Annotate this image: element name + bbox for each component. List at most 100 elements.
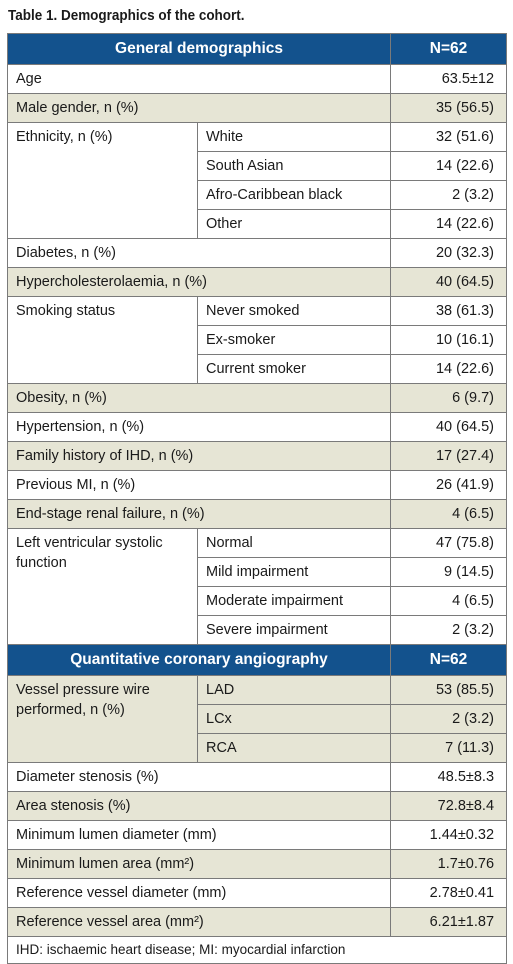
row-value: 47 (75.8) (390, 528, 508, 558)
row-value: 17 (27.4) (390, 441, 508, 471)
row-value: 35 (56.5) (390, 93, 508, 123)
sub-label: Normal (196, 528, 392, 558)
sub-label: Other (196, 209, 392, 239)
table-row: Hypercholesterolaemia, n (%) 40 (64.5) (6, 267, 508, 297)
row-value: 40 (64.5) (390, 267, 508, 297)
table-row: Diameter stenosis (%) 48.5±8.3 (6, 762, 508, 792)
table-row: Area stenosis (%) 72.8±8.4 (6, 791, 508, 821)
row-value: 2 (3.2) (390, 180, 508, 210)
table-row: Minimum lumen diameter (mm) 1.44±0.32 (6, 820, 508, 850)
section-n: N=62 (390, 644, 508, 676)
row-label: Minimum lumen diameter (mm) (6, 820, 392, 850)
table-row: Reference vessel diameter (mm) 2.78±0.41 (6, 878, 508, 908)
table-row: Other 14 (22.6) (8, 209, 508, 239)
row-value: 53 (85.5) (390, 675, 508, 705)
row-value: 10 (16.1) (390, 325, 508, 355)
table-row: Diabetes, n (%) 20 (32.3) (6, 238, 508, 268)
sub-label: Ex-smoker (196, 325, 392, 355)
table-row: Current smoker 14 (22.6) (8, 354, 508, 384)
table-row: Hypertension, n (%) 40 (64.5) (6, 412, 508, 442)
row-label: Obesity, n (%) (6, 383, 392, 413)
table-row: Male gender, n (%) 35 (56.5) (6, 93, 508, 123)
table-row: Left ventricular systolic function Norma… (7, 528, 508, 645)
row-label: Vessel pressure wire performed, n (%) (7, 675, 198, 763)
section-header-general: General demographics N=62 (6, 33, 508, 65)
section-title: General demographics (6, 33, 392, 65)
row-label: Diameter stenosis (%) (6, 762, 392, 792)
table-row: Family history of IHD, n (%) 17 (27.4) (6, 441, 508, 471)
table-row: Obesity, n (%) 6 (9.7) (6, 383, 508, 413)
row-label: Ethnicity, n (%) (7, 122, 198, 239)
row-label: Hypertension, n (%) (6, 412, 392, 442)
table-row: Reference vessel area (mm²) 6.21±1.87 (6, 907, 508, 937)
table-row: End-stage renal failure, n (%) 4 (6.5) (6, 499, 508, 529)
demographics-table: General demographics N=62 Age 63.5±12 Ma… (6, 33, 508, 964)
table-row: Ethnicity, n (%) White 32 (51.6) (7, 122, 508, 239)
sub-label: South Asian (196, 151, 392, 181)
row-value: 6.21±1.87 (390, 907, 508, 937)
sub-label: LAD (196, 675, 392, 705)
row-label: Family history of IHD, n (%) (6, 441, 392, 471)
row-label: Reference vessel area (mm²) (6, 907, 392, 937)
sub-label: Afro-Caribbean black (196, 180, 392, 210)
table-footnote: IHD: ischaemic heart disease; MI: myocar… (6, 936, 508, 964)
sub-label: Mild impairment (196, 557, 392, 587)
row-value: 14 (22.6) (390, 151, 508, 181)
section-n: N=62 (390, 33, 508, 65)
row-value: 6 (9.7) (390, 383, 508, 413)
row-value: 48.5±8.3 (390, 762, 508, 792)
table-row: Smoking status Never smoked 38 (61.3) (7, 296, 508, 384)
table-row: Severe impairment 2 (3.2) (8, 615, 508, 645)
section-title: Quantitative coronary angiography (6, 644, 392, 676)
row-label: Age (6, 64, 392, 94)
row-value: 4 (6.5) (390, 586, 508, 616)
row-value: 40 (64.5) (390, 412, 508, 442)
sub-label: RCA (196, 733, 392, 763)
row-value: 7 (11.3) (390, 733, 508, 763)
row-value: 1.7±0.76 (390, 849, 508, 879)
table-footnote-row: IHD: ischaemic heart disease; MI: myocar… (6, 936, 508, 964)
row-value: 38 (61.3) (390, 296, 508, 326)
row-label: Area stenosis (%) (6, 791, 392, 821)
row-value: 9 (14.5) (390, 557, 508, 587)
table-row: South Asian 14 (22.6) (8, 151, 508, 181)
sub-label: Severe impairment (196, 615, 392, 645)
row-label: Smoking status (7, 296, 198, 384)
row-label: End-stage renal failure, n (%) (6, 499, 392, 529)
table-caption: Table 1. Demographics of the cohort. (8, 8, 245, 24)
sub-label: Never smoked (196, 296, 392, 326)
table-row: Age 63.5±12 (6, 64, 508, 94)
row-value: 14 (22.6) (390, 354, 508, 384)
row-label: Diabetes, n (%) (6, 238, 392, 268)
row-value: 72.8±8.4 (390, 791, 508, 821)
sub-label: White (196, 122, 392, 152)
row-value: 14 (22.6) (390, 209, 508, 239)
row-value: 4 (6.5) (390, 499, 508, 529)
row-value: 2 (3.2) (390, 704, 508, 734)
row-label: Male gender, n (%) (6, 93, 392, 123)
row-label: Reference vessel diameter (mm) (6, 878, 392, 908)
row-value: 2 (3.2) (390, 615, 508, 645)
sub-label: Current smoker (196, 354, 392, 384)
row-value: 2.78±0.41 (390, 878, 508, 908)
table-row: Afro-Caribbean black 2 (3.2) (8, 180, 508, 210)
table-row: Vessel pressure wire performed, n (%) LA… (7, 675, 508, 763)
row-label: Hypercholesterolaemia, n (%) (6, 267, 392, 297)
section-header-qca: Quantitative coronary angiography N=62 (6, 644, 508, 676)
row-value: 26 (41.9) (390, 470, 508, 500)
row-value: 20 (32.3) (390, 238, 508, 268)
table-row: LCx 2 (3.2) (8, 704, 508, 734)
table-row: Previous MI, n (%) 26 (41.9) (6, 470, 508, 500)
table-row: RCA 7 (11.3) (8, 733, 508, 763)
row-label: Left ventricular systolic function (7, 528, 198, 645)
row-value: 63.5±12 (390, 64, 508, 94)
table-row: Moderate impairment 4 (6.5) (8, 586, 508, 616)
sub-label: Moderate impairment (196, 586, 392, 616)
table-row: Minimum lumen area (mm²) 1.7±0.76 (6, 849, 508, 879)
row-value: 1.44±0.32 (390, 820, 508, 850)
table-row: Mild impairment 9 (14.5) (8, 557, 508, 587)
row-label: Minimum lumen area (mm²) (6, 849, 392, 879)
row-value: 32 (51.6) (390, 122, 508, 152)
sub-label: LCx (196, 704, 392, 734)
table-row: Ex-smoker 10 (16.1) (8, 325, 508, 355)
